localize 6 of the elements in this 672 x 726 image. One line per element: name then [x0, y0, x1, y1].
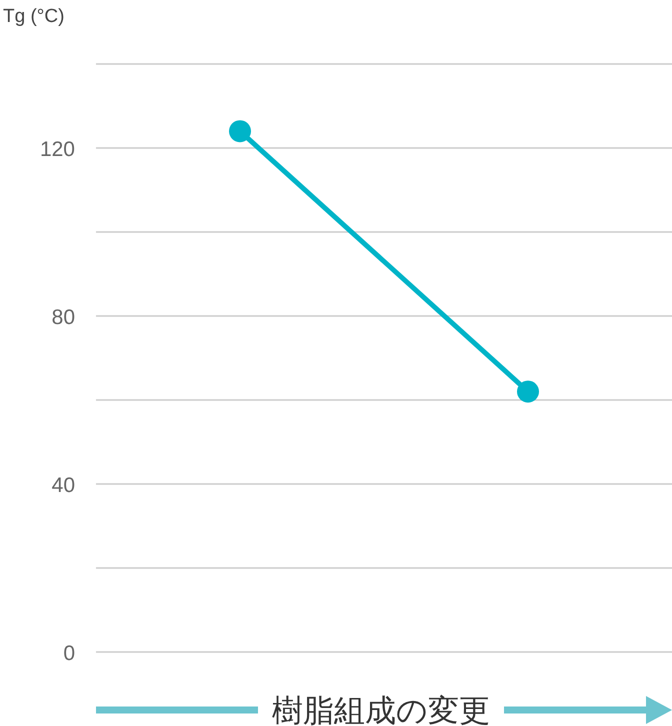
- y-tick-label: 0: [63, 642, 75, 665]
- y-tick-label: 120: [40, 138, 75, 161]
- y-tick-label: 80: [52, 306, 75, 329]
- y-tick-label: 40: [52, 474, 75, 497]
- x-axis-title: 樹脂組成の変更: [272, 693, 490, 726]
- y-axis-title: Tg (°C): [3, 6, 64, 27]
